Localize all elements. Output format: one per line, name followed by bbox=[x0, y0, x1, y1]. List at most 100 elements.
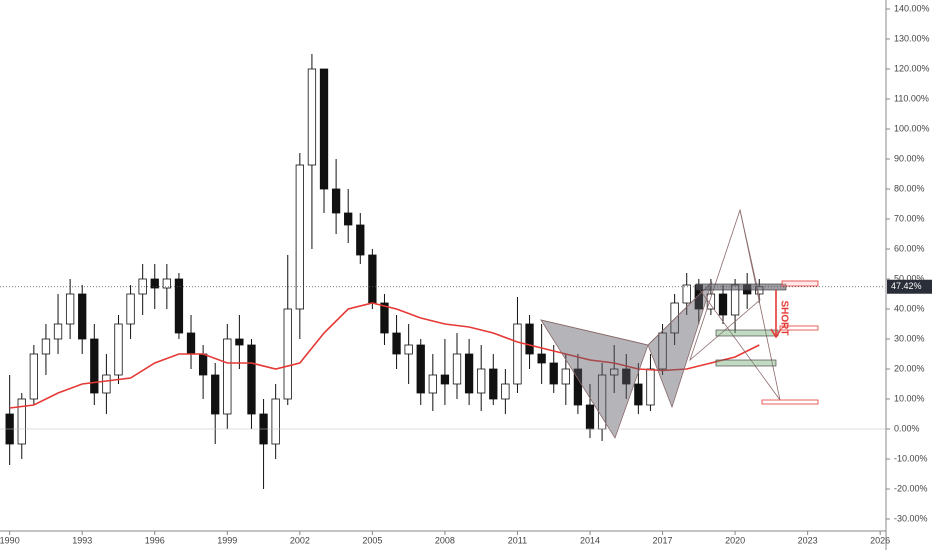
y-tick-label: 100.00% bbox=[894, 123, 930, 133]
candle-body bbox=[295, 164, 304, 310]
short-arrow bbox=[770, 290, 782, 339]
y-tick-label: -10.00% bbox=[894, 453, 928, 463]
candle-body bbox=[718, 293, 728, 316]
candle-body bbox=[102, 374, 111, 394]
last-price-label: 47.42% bbox=[891, 281, 922, 291]
candle-body bbox=[585, 404, 595, 430]
candle-body bbox=[561, 368, 570, 385]
candle-body bbox=[138, 278, 147, 295]
x-tick-label: 1996 bbox=[145, 535, 165, 545]
y-tick-label: 120.00% bbox=[894, 63, 930, 73]
x-tick-label: 2005 bbox=[362, 535, 382, 545]
x-tick-label: 2026 bbox=[870, 535, 890, 545]
candle-body bbox=[186, 332, 196, 355]
candle-body bbox=[380, 302, 389, 334]
candle-body bbox=[537, 353, 546, 364]
x-tick-label: 2002 bbox=[290, 535, 310, 545]
y-tick-label: 90.00% bbox=[894, 153, 925, 163]
candle-body bbox=[646, 368, 655, 406]
candle-body bbox=[223, 338, 232, 415]
y-tick-label: -30.00% bbox=[894, 513, 928, 523]
candle-body bbox=[174, 278, 184, 334]
x-tick-label: 1999 bbox=[217, 535, 237, 545]
candle-body bbox=[525, 323, 534, 355]
candle-body bbox=[283, 308, 292, 400]
y-tick-label: 140.00% bbox=[894, 3, 930, 13]
x-tick-label: 2014 bbox=[580, 535, 600, 545]
y-tick-label: 0.00% bbox=[894, 423, 920, 433]
y-tick-label: 70.00% bbox=[894, 213, 925, 223]
candle-body bbox=[622, 368, 631, 385]
candle-body bbox=[235, 338, 244, 346]
candle-body bbox=[331, 188, 341, 214]
x-tick-label: 2023 bbox=[798, 535, 818, 545]
candle-body bbox=[307, 68, 317, 166]
candle-body bbox=[573, 368, 583, 406]
candles bbox=[5, 54, 764, 489]
candle-body bbox=[610, 368, 619, 376]
candle-body bbox=[658, 332, 667, 370]
y-tick-label: 40.00% bbox=[894, 303, 925, 313]
y-tick-label: 60.00% bbox=[894, 243, 925, 253]
candle-body bbox=[17, 398, 26, 445]
candle-body bbox=[404, 344, 413, 355]
candle-body bbox=[706, 293, 716, 310]
y-tick-label: 50.00% bbox=[894, 273, 925, 283]
candle-body bbox=[392, 332, 401, 355]
candle-body bbox=[211, 374, 220, 415]
candle-body bbox=[428, 374, 437, 394]
candle-body bbox=[416, 344, 425, 394]
target-zone bbox=[715, 329, 779, 337]
candle-body bbox=[464, 353, 474, 394]
candle-body bbox=[452, 353, 462, 385]
y-tick-label: 80.00% bbox=[894, 183, 925, 193]
candle-body bbox=[126, 293, 135, 325]
candle-body bbox=[90, 338, 99, 394]
level-box bbox=[761, 399, 819, 405]
target-zone bbox=[715, 359, 777, 367]
level-box bbox=[779, 325, 819, 331]
candle-body bbox=[53, 323, 63, 340]
x-tick-label: 1993 bbox=[72, 535, 92, 545]
candle-body bbox=[549, 362, 558, 385]
annotation: SHORT bbox=[778, 301, 789, 336]
candle-body bbox=[634, 383, 643, 406]
x-tick-label: 2011 bbox=[508, 535, 527, 545]
candle-body bbox=[78, 293, 87, 340]
candle-body bbox=[41, 338, 51, 355]
moving-average bbox=[9, 302, 760, 409]
x-tick-label: 2017 bbox=[653, 535, 673, 545]
candle-body bbox=[271, 398, 280, 445]
pattern-line bbox=[540, 281, 713, 346]
y-tick-label: 20.00% bbox=[894, 363, 925, 373]
y-tick-label: 110.00% bbox=[894, 93, 929, 103]
candle-body bbox=[513, 323, 522, 385]
y-tick-label: 30.00% bbox=[894, 333, 925, 343]
candle-body bbox=[319, 68, 329, 190]
x-tick-label: 2020 bbox=[725, 535, 745, 545]
candle-body bbox=[198, 353, 208, 376]
last-price-box bbox=[887, 279, 932, 294]
candle-body bbox=[65, 293, 75, 325]
candle-body bbox=[368, 254, 377, 304]
y-tick-label: -20.00% bbox=[894, 483, 928, 493]
y-tick-label: 10.00% bbox=[894, 393, 925, 403]
candle-body bbox=[682, 284, 691, 304]
candle-body bbox=[489, 368, 498, 400]
candle-body bbox=[344, 212, 353, 226]
candle-body bbox=[670, 302, 679, 334]
candle-body bbox=[356, 224, 365, 256]
candle-body bbox=[162, 278, 171, 289]
candle-body bbox=[501, 383, 510, 400]
candle-body bbox=[114, 323, 123, 376]
y-tick-label: 130.00% bbox=[894, 33, 930, 43]
x-tick-label: 1990 bbox=[0, 535, 20, 545]
candle-body bbox=[247, 344, 256, 415]
candle-body bbox=[29, 353, 39, 400]
candle-body bbox=[440, 374, 450, 385]
candle-body bbox=[477, 368, 486, 394]
x-tick-label: 2008 bbox=[435, 535, 455, 545]
stop-zone bbox=[781, 280, 819, 287]
